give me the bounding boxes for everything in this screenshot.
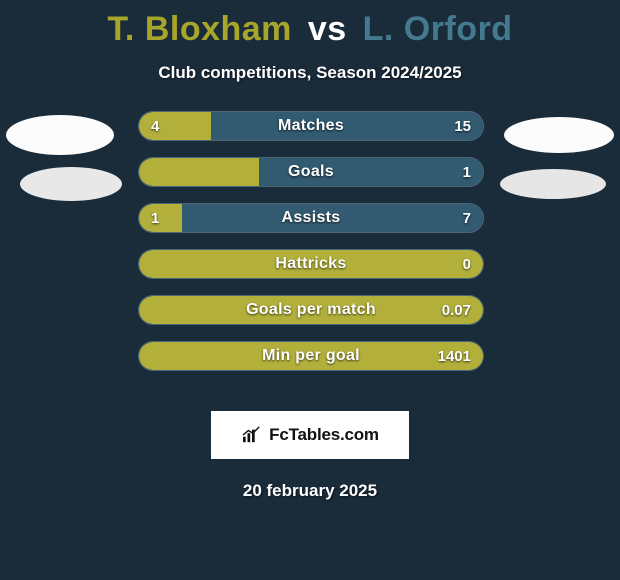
stat-value-right: 1401	[438, 342, 471, 370]
player2-avatar-placeholder	[504, 117, 614, 153]
branding-text: FcTables.com	[269, 425, 379, 445]
stat-value-right: 15	[454, 112, 471, 140]
stat-label: Goals per match	[139, 296, 483, 324]
stat-label: Assists	[139, 204, 483, 232]
stat-value-right: 7	[463, 204, 471, 232]
chart-icon	[241, 426, 263, 444]
subtitle: Club competitions, Season 2024/2025	[0, 63, 620, 83]
stat-row: Min per goal1401	[138, 341, 484, 371]
stat-value-right: 0.07	[442, 296, 471, 324]
stat-value-right: 0	[463, 250, 471, 278]
stat-value-right: 1	[463, 158, 471, 186]
branding-badge: FcTables.com	[211, 411, 409, 459]
player1-avatar-placeholder	[6, 115, 114, 155]
player1-name: T. Bloxham	[107, 10, 291, 48]
stat-row: Assists1 7	[138, 203, 484, 233]
stat-row: Goals1	[138, 157, 484, 187]
comparison-title: T. Bloxham vs L. Orford	[0, 0, 620, 49]
stat-row: Goals per match0.07	[138, 295, 484, 325]
stat-label: Hattricks	[139, 250, 483, 278]
stat-row: Matches4 15	[138, 111, 484, 141]
stat-row: Hattricks0	[138, 249, 484, 279]
vs-separator: vs	[308, 10, 347, 48]
player2-avatar-shadow	[500, 169, 606, 199]
chart-stage: Matches415Goals1Assists17Hattricks0Goals…	[0, 119, 620, 379]
stat-rows: Matches415Goals1Assists17Hattricks0Goals…	[138, 111, 484, 387]
stat-label: Matches	[139, 112, 483, 140]
stat-value-left: 1	[151, 204, 159, 232]
date-stamp: 20 february 2025	[0, 481, 620, 501]
player2-name: L. Orford	[363, 10, 513, 48]
stat-value-left: 4	[151, 112, 159, 140]
player1-avatar-shadow	[20, 167, 122, 201]
stat-label: Min per goal	[139, 342, 483, 370]
stat-label: Goals	[139, 158, 483, 186]
